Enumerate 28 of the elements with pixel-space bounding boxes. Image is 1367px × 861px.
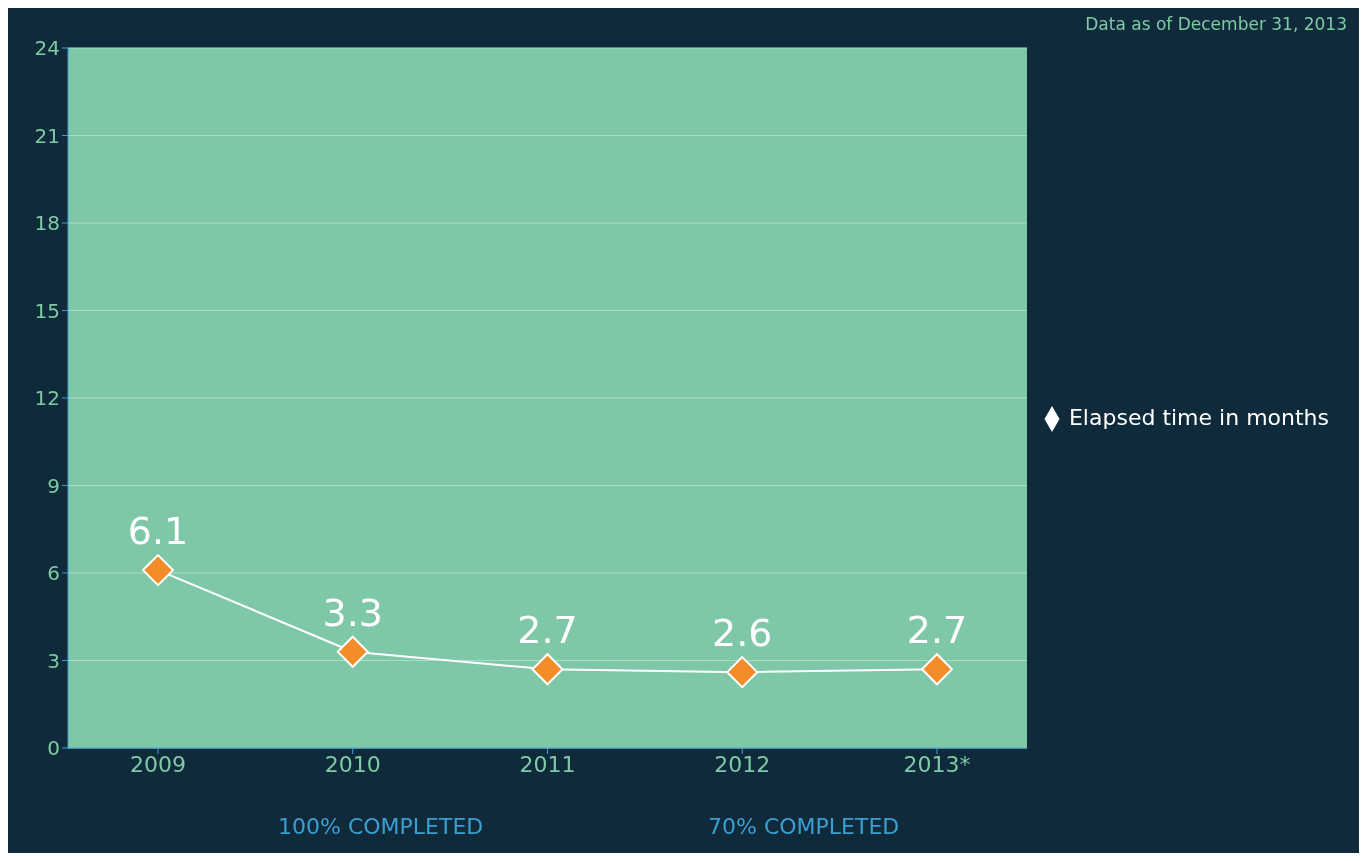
point bbox=[726, 656, 759, 689]
text: 100% COMPLETED bbox=[278, 814, 484, 839]
point bbox=[336, 635, 369, 668]
data-label: 3.3 bbox=[322, 590, 383, 635]
y-tick-label: 12 bbox=[34, 386, 60, 411]
x-tick-label: 2013* bbox=[903, 751, 971, 777]
text: Data as of December 31, 2013 bbox=[1085, 14, 1347, 34]
y-tick-label: 21 bbox=[34, 123, 60, 148]
x-tick-label: 2009 bbox=[130, 751, 186, 777]
y-tick-label: 15 bbox=[34, 298, 60, 323]
x-tick-label: 2011 bbox=[519, 751, 576, 777]
y-tick-label: 24 bbox=[34, 36, 60, 61]
data-label: 2.7 bbox=[517, 608, 578, 653]
y-tick-label: 0 bbox=[47, 736, 60, 761]
point bbox=[920, 653, 953, 686]
data-label: 6.1 bbox=[127, 509, 189, 554]
y-tick-label: 9 bbox=[47, 473, 60, 498]
y-tick-label: 3 bbox=[47, 648, 60, 673]
data-label: 2.6 bbox=[712, 611, 773, 656]
legend-label: Elapsed time in months bbox=[1068, 404, 1329, 430]
data-label: 2.7 bbox=[906, 608, 968, 653]
point bbox=[142, 554, 174, 587]
x-tick-label: 2010 bbox=[324, 751, 381, 777]
y-tick-label: 6 bbox=[47, 561, 60, 586]
point bbox=[531, 653, 564, 686]
text: 70% COMPLETED bbox=[708, 814, 900, 839]
y-tick-label: 18 bbox=[34, 211, 60, 236]
x-tick-label: 2012 bbox=[714, 751, 771, 777]
